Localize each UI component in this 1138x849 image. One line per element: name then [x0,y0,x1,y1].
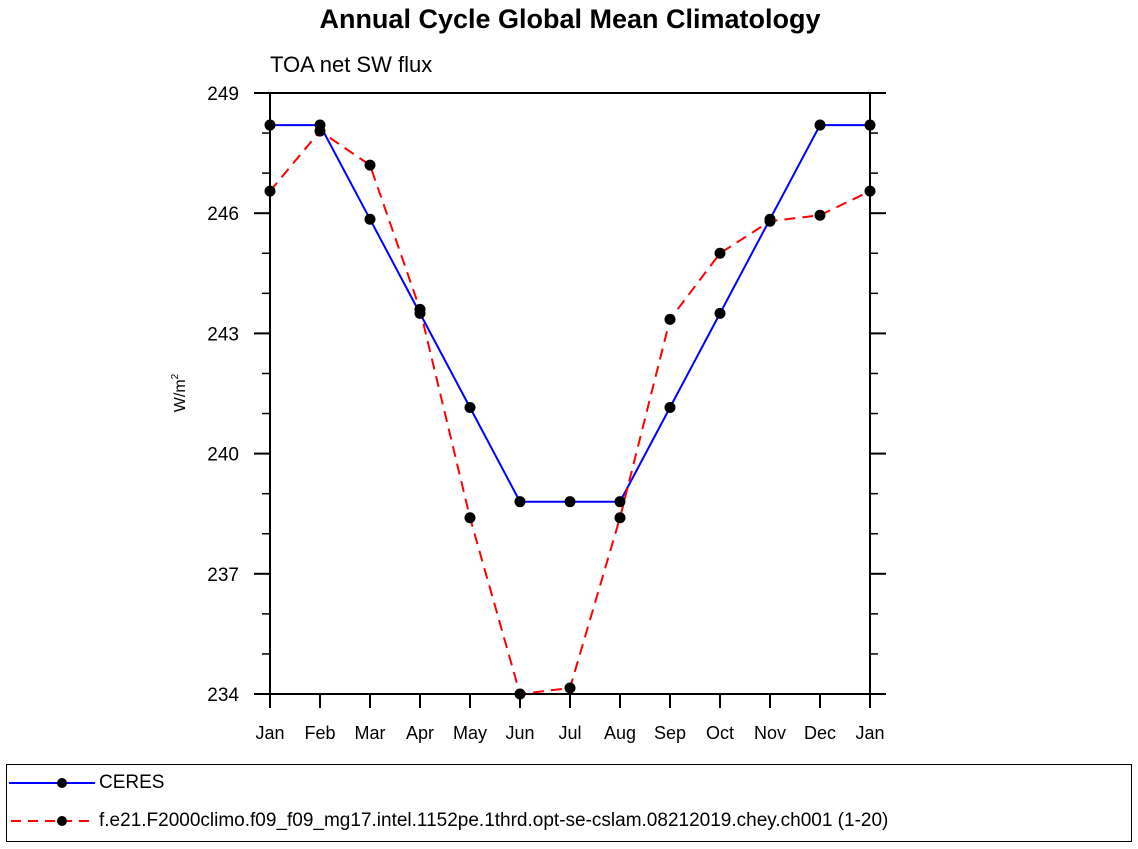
x-tick-label: Aug [604,723,636,743]
series-0-point [664,402,676,414]
y-tick-label: 249 [207,84,239,105]
legend-entry-model: f.e21.F2000climo.f09_f09_mg17.intel.1152… [7,806,888,836]
legend-line-ceres-icon [9,778,95,788]
series-1-point [664,313,676,325]
x-tick-label: May [453,723,487,743]
x-tick-label: Jul [558,723,581,743]
series-1-point [764,215,776,227]
y-axis-label-superscript: 2 [170,373,181,379]
y-axis-label: W/m2 [170,373,189,412]
series-1-point [364,159,376,171]
series-1-point [614,512,626,524]
series-line-0 [270,124,870,503]
legend-label-ceres: CERES [99,772,165,793]
axes: 234 237 240 243 246 249 Jan Feb Mar Apr May Jun Jul A… [207,84,886,743]
series-1-point [814,209,826,221]
series-0-point [264,119,276,131]
series-1-point [564,682,576,694]
series-0-point [464,402,476,414]
x-tick-label: Feb [304,723,335,743]
x-tick-label: Oct [706,723,734,743]
legend-label-model: f.e21.F2000climo.f09_f09_mg17.intel.1152… [99,810,889,831]
y-tick-label: 240 [207,445,239,466]
x-tick-label: Sep [654,723,686,743]
y-tick-label: 237 [207,565,239,586]
series-1-point [514,688,526,700]
legend-line-model-icon [11,816,95,826]
series-1-point [864,185,876,197]
series-0-point [514,496,526,508]
legend-entry-ceres: CERES [7,768,164,798]
series-0-point [564,496,576,508]
series-0-point [614,496,626,508]
x-tick-label: Nov [754,723,786,743]
y-axis-label-unit: W/m [172,379,189,412]
series-1-point [314,125,326,137]
x-tick-label: Dec [804,723,836,743]
y-tick-label: 243 [207,324,239,345]
x-tick-label: Jan [855,723,884,743]
series-1-point [714,247,726,259]
series-0-point [864,119,876,131]
series-1-point [264,185,276,197]
series-1-point [464,512,476,524]
series-line-1 [269,129,871,696]
x-tick-label: Mar [355,723,386,743]
series-lines [264,119,876,700]
plot-frame [269,92,871,695]
series-0-point [714,307,726,319]
x-tick-label: Apr [406,723,434,743]
chart-title: Annual Cycle Global Mean Climatology [319,4,820,34]
series-0-point [364,213,376,225]
x-tick-label: Jan [255,723,284,743]
series-1-point [414,303,426,315]
chart-subtitle: TOA net SW flux [270,52,432,77]
x-tick-label: Jun [505,723,534,743]
chart: Annual Cycle Global Mean Climatology TOA… [170,4,886,743]
y-tick-label: 234 [207,685,239,706]
legend: CERES f.e21.F2000climo.f09_f09_mg17.inte… [6,764,1132,842]
series-0-point [814,119,826,131]
y-tick-label: 246 [207,204,239,225]
